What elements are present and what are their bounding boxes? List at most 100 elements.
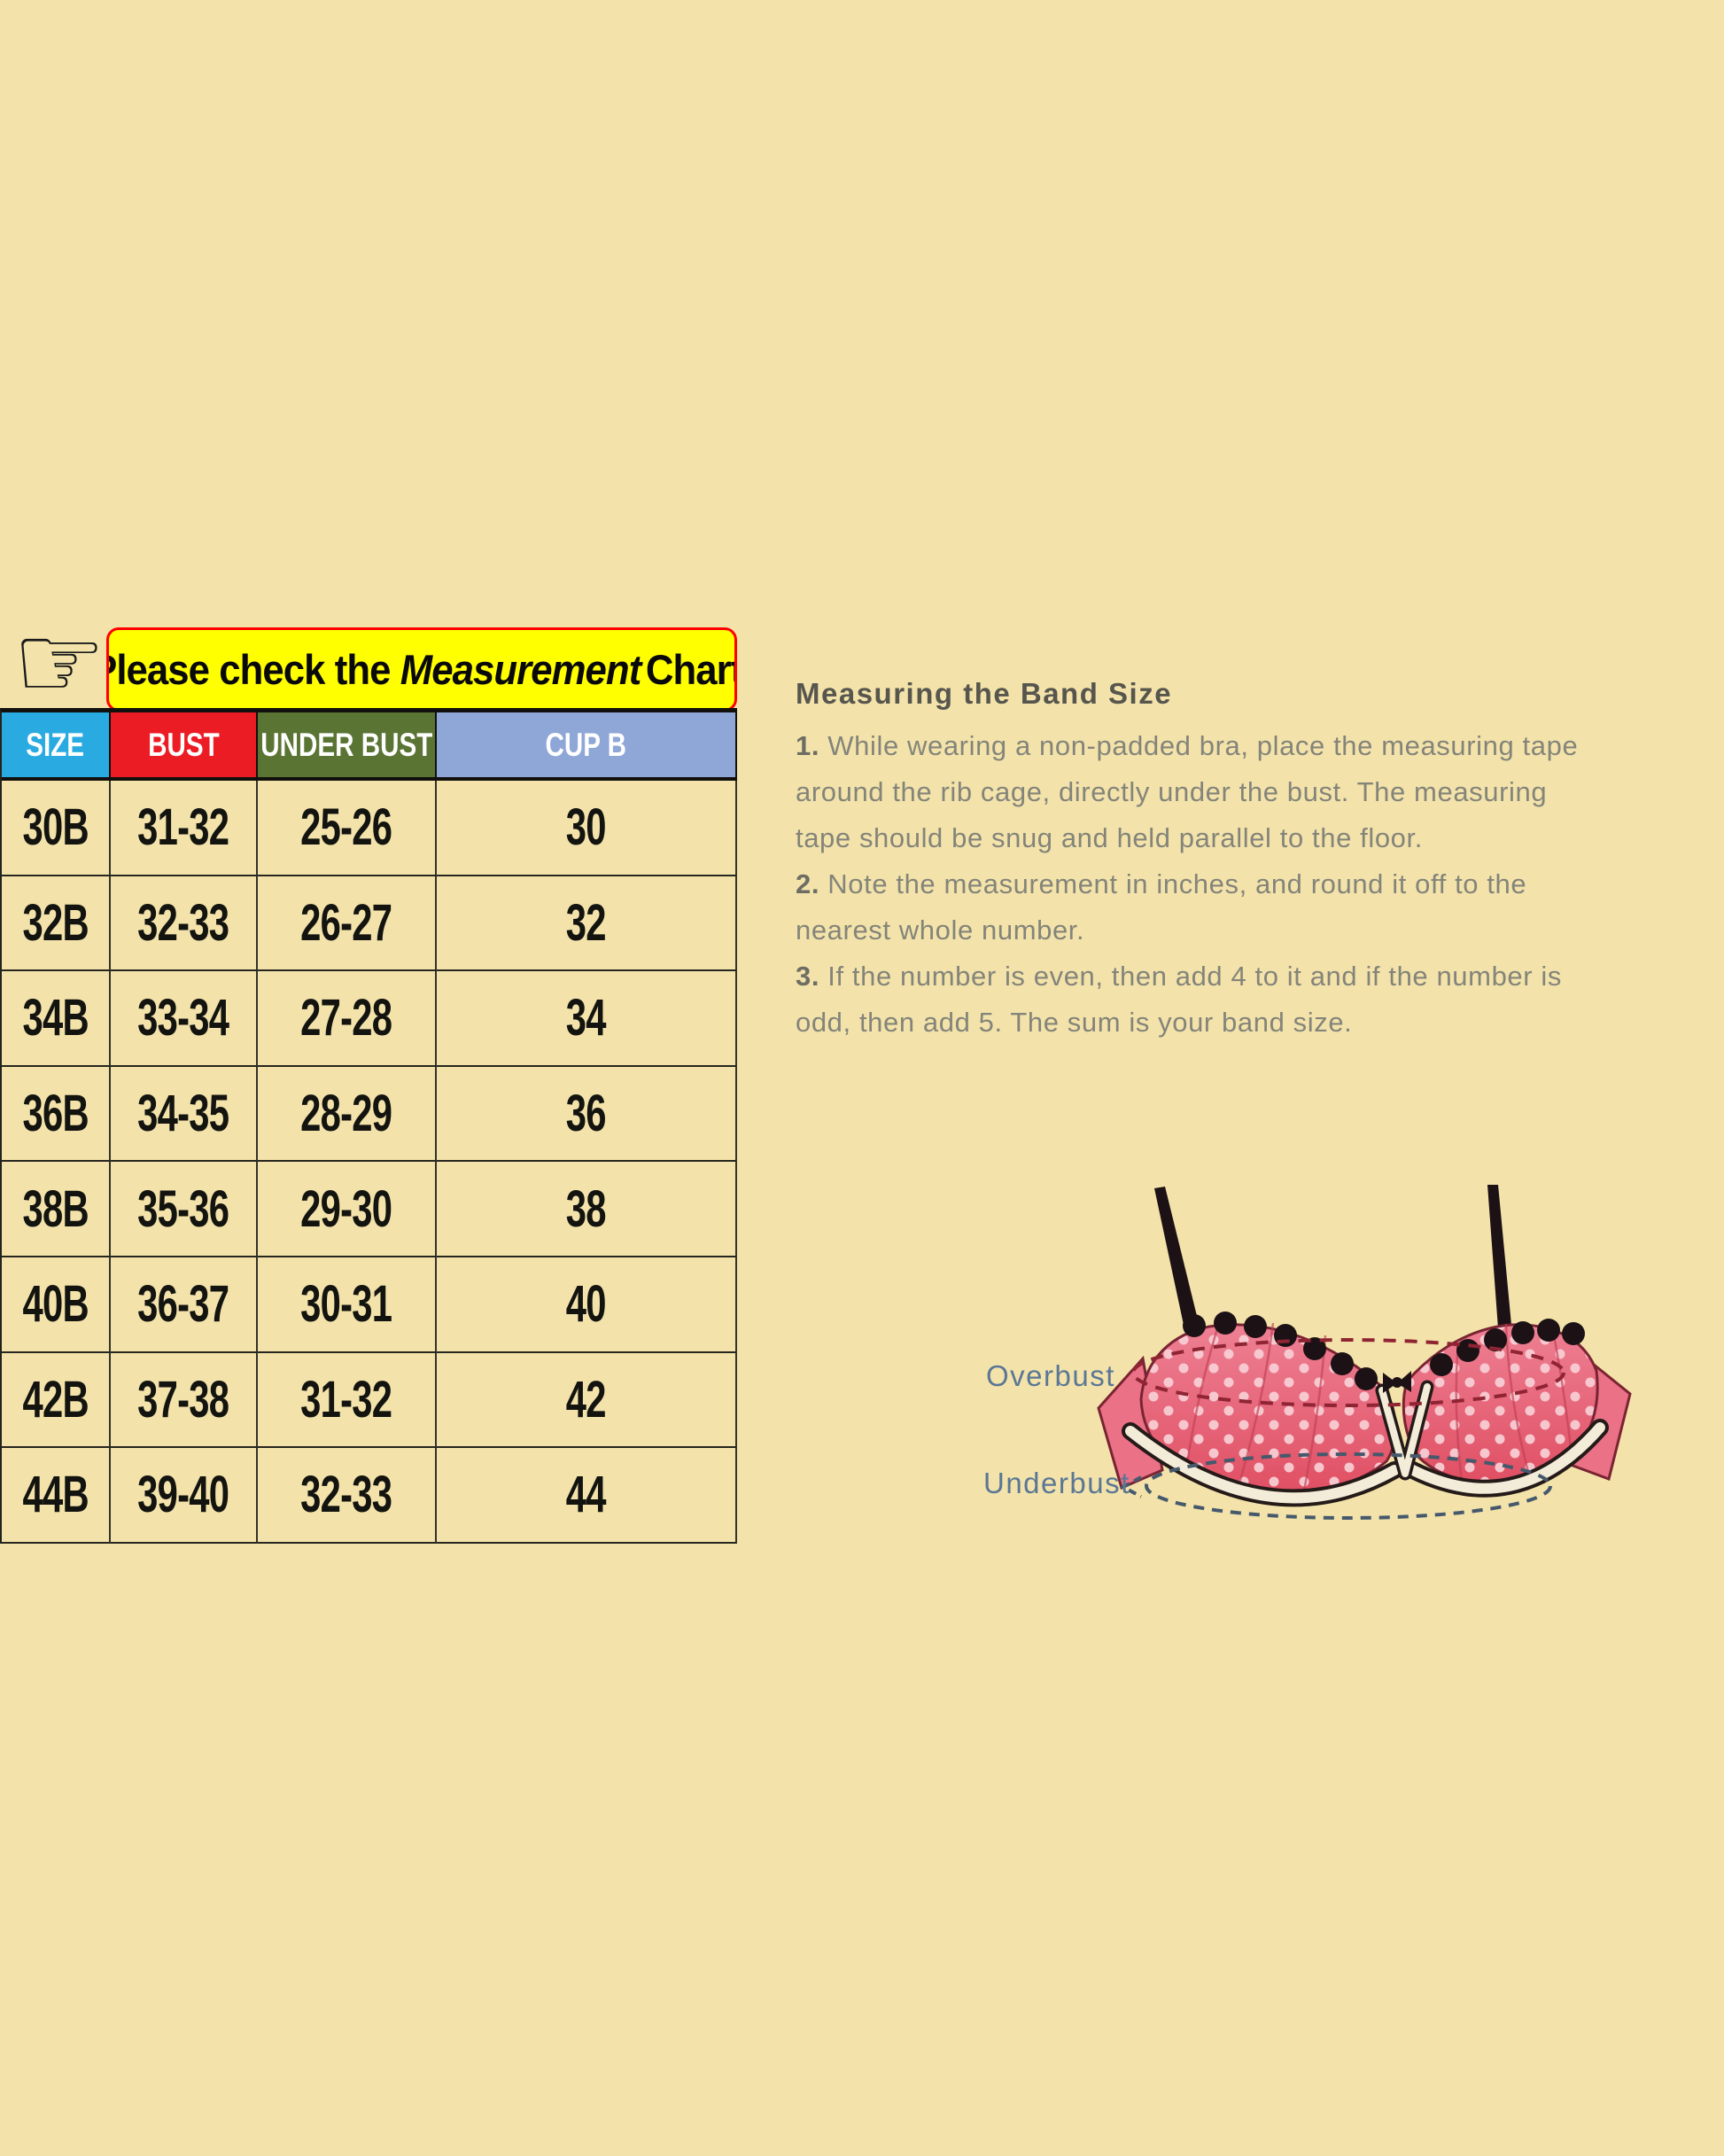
cell-value: 36-37 [137, 1275, 229, 1334]
column-header-bust: BUST [111, 712, 258, 777]
cell-cup-b: 40 [437, 1257, 737, 1353]
column-header-cup-b: CUP B [437, 712, 737, 777]
column-header-size: SIZE [2, 712, 111, 777]
cell-value: 35-36 [137, 1179, 229, 1238]
column-header-label: CUP B [545, 726, 627, 763]
cell-value: 25-26 [300, 798, 392, 857]
cell-under-bust: 29-30 [258, 1162, 437, 1257]
step-number: 3. [796, 961, 820, 992]
step-text: Note the measurement in inches, and roun… [796, 868, 1527, 946]
cell-cup-b: 34 [437, 971, 737, 1067]
cell-value: 32B [22, 893, 89, 952]
cell-under-bust: 25-26 [258, 781, 437, 876]
cell-bust: 39-40 [111, 1448, 258, 1544]
column-header-label: UNDER BUST [260, 726, 433, 763]
cell-value: 32-33 [137, 893, 229, 952]
cell-value: 27-28 [300, 989, 392, 1047]
cell-value: 28-29 [300, 1085, 392, 1143]
bra-lace-trim [1183, 1312, 1585, 1390]
cell-value: 30-31 [300, 1275, 392, 1334]
cell-value: 38 [565, 1179, 607, 1238]
cell-bust: 33-34 [111, 971, 258, 1067]
cell-value: 32 [565, 893, 607, 952]
cell-cup-b: 32 [437, 876, 737, 972]
cell-value: 44 [565, 1466, 607, 1524]
column-header-under-bust: UNDER BUST [258, 712, 437, 777]
cell-value: 38B [22, 1179, 89, 1238]
cell-bust: 34-35 [111, 1066, 258, 1163]
cell-under-bust: 28-29 [258, 1066, 437, 1163]
underbust-line [1145, 1452, 1552, 1520]
banner-text: Please check the MeasurementChart, [106, 645, 734, 694]
cell-under-bust: 27-28 [258, 971, 437, 1067]
bra-right-strap [1487, 1185, 1511, 1328]
bra-underband [1122, 1380, 1609, 1507]
cell-value: 31-32 [300, 1370, 392, 1428]
overbust-label: Overbust [986, 1359, 1115, 1392]
measurement-banner: Please check the MeasurementChart, [106, 627, 737, 712]
banner-text-italic: Measurement [400, 646, 641, 693]
instruction-step-3: 3. If the number is even, then add 4 to … [796, 953, 1724, 1046]
cell-value: 34 [565, 989, 607, 1047]
cell-size: 36B [2, 1066, 111, 1163]
step-number: 1. [796, 730, 820, 761]
step-text: While wearing a non-padded bra, place th… [796, 730, 1579, 853]
cell-value: 33-34 [137, 989, 229, 1047]
cell-value: 36B [22, 1085, 89, 1143]
cell-value: 40B [22, 1275, 89, 1334]
cell-size: 44B [2, 1448, 111, 1544]
cell-bust: 32-33 [111, 876, 258, 972]
cell-under-bust: 26-27 [258, 876, 437, 972]
cell-value: 42B [22, 1370, 89, 1428]
cell-size: 42B [2, 1352, 111, 1449]
banner-text-suffix: Chart, [645, 646, 734, 693]
cell-bust: 31-32 [111, 781, 258, 876]
cell-cup-b: 42 [437, 1352, 737, 1449]
cell-value: 44B [22, 1466, 89, 1524]
size-chart-header: SIZE BUST UNDER BUST CUP B [2, 712, 737, 781]
cell-size: 40B [2, 1257, 111, 1353]
cell-value: 39-40 [137, 1466, 229, 1524]
step-number: 2. [796, 868, 820, 899]
cell-size: 34B [2, 971, 111, 1067]
overbust-line [1131, 1338, 1565, 1407]
column-header-label: BUST [147, 726, 220, 763]
cell-value: 42 [565, 1370, 607, 1428]
cell-value: 30B [22, 798, 89, 857]
bra-diagram [1097, 1185, 1632, 1520]
cell-value: 36 [565, 1085, 607, 1143]
step-text: If the number is even, then add 4 to it … [796, 961, 1562, 1038]
cell-value: 37-38 [137, 1370, 229, 1428]
bra-center-bow [1383, 1371, 1411, 1393]
instruction-step-1: 1. While wearing a non-padded bra, place… [796, 723, 1724, 861]
cell-cup-b: 36 [437, 1066, 737, 1163]
cell-value: 31-32 [137, 798, 229, 857]
cell-bust: 35-36 [111, 1162, 258, 1257]
cell-value: 40 [565, 1275, 607, 1334]
cell-value: 34B [22, 989, 89, 1047]
cell-under-bust: 32-33 [258, 1448, 437, 1544]
cell-size: 30B [2, 781, 111, 876]
cell-value: 32-33 [300, 1466, 392, 1524]
underbust-arrow-icon [1119, 1475, 1142, 1498]
column-header-label: SIZE [26, 726, 85, 763]
cell-cup-b: 30 [437, 781, 737, 876]
cell-cup-b: 38 [437, 1162, 737, 1257]
cell-size: 32B [2, 876, 111, 972]
cell-value: 29-30 [300, 1179, 392, 1238]
cell-cup-b: 44 [437, 1448, 737, 1544]
size-chart-table: SIZE BUST UNDER BUST CUP B 30B 31-32 25-26 30 3… [0, 708, 737, 1544]
cell-value: 34-35 [137, 1085, 229, 1143]
instruction-step-2: 2. Note the measurement in inches, and r… [796, 861, 1724, 953]
pointing-hand-icon: ☞ [12, 601, 106, 723]
cell-under-bust: 30-31 [258, 1257, 437, 1353]
cell-size: 38B [2, 1162, 111, 1257]
instruction-steps: 1. While wearing a non-padded bra, place… [796, 723, 1724, 1046]
size-chart-body: 30B 31-32 25-26 30 32B 32-33 26-27 32 34B 33-34 27… [2, 781, 737, 1544]
instructions-heading: Measuring the Band Size [796, 677, 1173, 710]
cell-bust: 37-38 [111, 1352, 258, 1449]
cell-value: 30 [565, 798, 607, 857]
cell-value: 26-27 [300, 893, 392, 952]
banner-text-prefix: Please check the [106, 646, 400, 693]
